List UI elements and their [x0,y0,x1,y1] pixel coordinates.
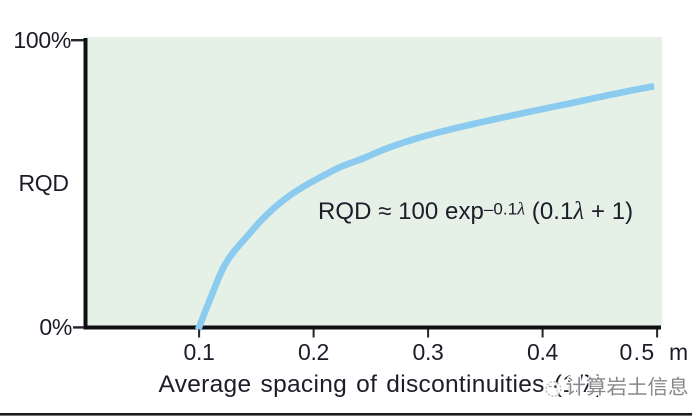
svg-text:RQD: RQD [19,170,69,196]
svg-text:0.2: 0.2 [298,339,329,365]
svg-text:100%: 100% [13,27,71,53]
svg-text:RQD ≈ 100 exp–0.1λ (0.1λ + 1): RQD ≈ 100 exp–0.1λ (0.1λ + 1) [318,198,633,225]
svg-text:0.1: 0.1 [183,339,214,365]
svg-text:0.3: 0.3 [412,339,443,365]
svg-text:0%: 0% [39,314,72,340]
svg-text:0.4: 0.4 [527,339,559,365]
svg-text:Average spacing of discontinui: Average spacing of discontinuities (1/λ) [159,371,605,398]
svg-text:0.5 m: 0.5 m [620,339,690,365]
